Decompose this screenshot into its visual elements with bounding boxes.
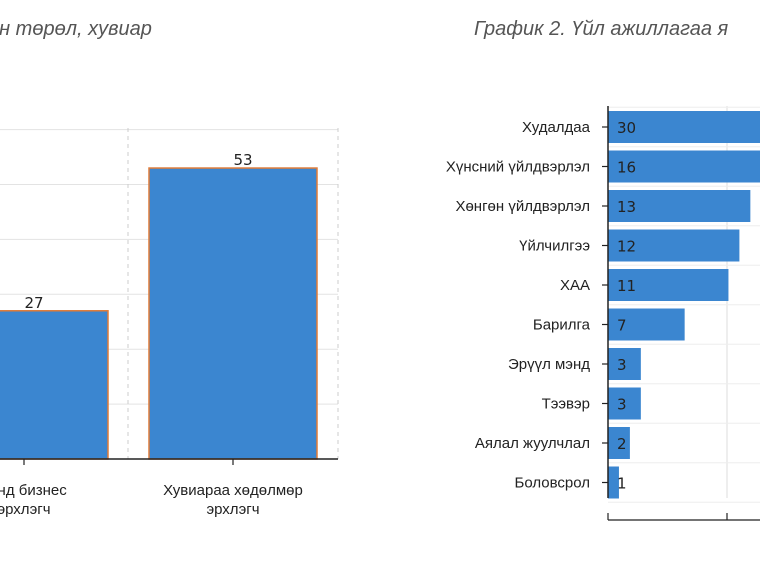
data-label-right-2: 13 — [617, 198, 636, 216]
data-label-right-7: 3 — [617, 396, 627, 414]
y-tick-label-right-6: Эрүүл мэнд — [508, 356, 590, 373]
data-label-right-6: 3 — [617, 356, 627, 374]
bar-right-4 — [608, 269, 729, 301]
y-tick-label-right-0: Худалдаа — [522, 119, 591, 136]
chart-title-right: График 2. Үйл ажиллагаа я — [474, 18, 729, 40]
y-tick-label-right-5: Барилга — [533, 317, 591, 334]
bar-right-6 — [608, 348, 641, 380]
bar-right-5 — [608, 308, 685, 341]
bar-right-2 — [608, 190, 751, 222]
data-label-right-8: 2 — [617, 435, 627, 453]
bar-right-1 — [608, 150, 760, 183]
bar-right-3 — [608, 229, 740, 262]
y-tick-label-right-8: Аялал жуулчлал — [475, 435, 590, 452]
y-tick-label-right-7: Тээвэр — [542, 396, 590, 413]
x-tick-label-left-1-1: эрхлэгч — [206, 501, 259, 518]
bar-right-7 — [608, 387, 641, 420]
x-tick-label-left-0-0: дунд бизнес — [0, 482, 67, 499]
bar-right-8 — [608, 427, 630, 459]
y-tick-label-right-3: Үйлчилгээ — [519, 238, 590, 255]
x-tick-label-left-1-0: Хувиараа хөдөлмөр — [163, 482, 303, 499]
bar-right-0 — [608, 111, 760, 143]
data-label-right-0: 30 — [617, 119, 636, 137]
data-label-right-5: 7 — [617, 317, 627, 335]
data-label-right-1: 16 — [617, 159, 636, 177]
data-label-left-1: 53 — [233, 151, 252, 169]
data-label-right-9: 1 — [617, 475, 627, 493]
data-label-right-3: 12 — [617, 238, 636, 256]
y-tick-label-right-2: Хөнгөн үйлдвэрлэл — [455, 198, 590, 215]
data-label-left-0: 27 — [24, 294, 43, 312]
y-tick-label-right-1: Хүнсний үйлдвэрлэл — [446, 159, 590, 176]
y-tick-label-right-9: Боловсрол — [514, 475, 590, 492]
data-label-right-4: 11 — [617, 277, 636, 295]
bar-left-0 — [0, 310, 109, 460]
bar-right-9 — [608, 466, 619, 499]
y-tick-label-right-4: ХАА — [560, 277, 590, 294]
bar-left-1 — [148, 167, 318, 460]
chart-title-left: йн төрөл, хувиар — [0, 18, 152, 40]
x-tick-label-left-0-1: эрхлэгч — [0, 501, 51, 518]
